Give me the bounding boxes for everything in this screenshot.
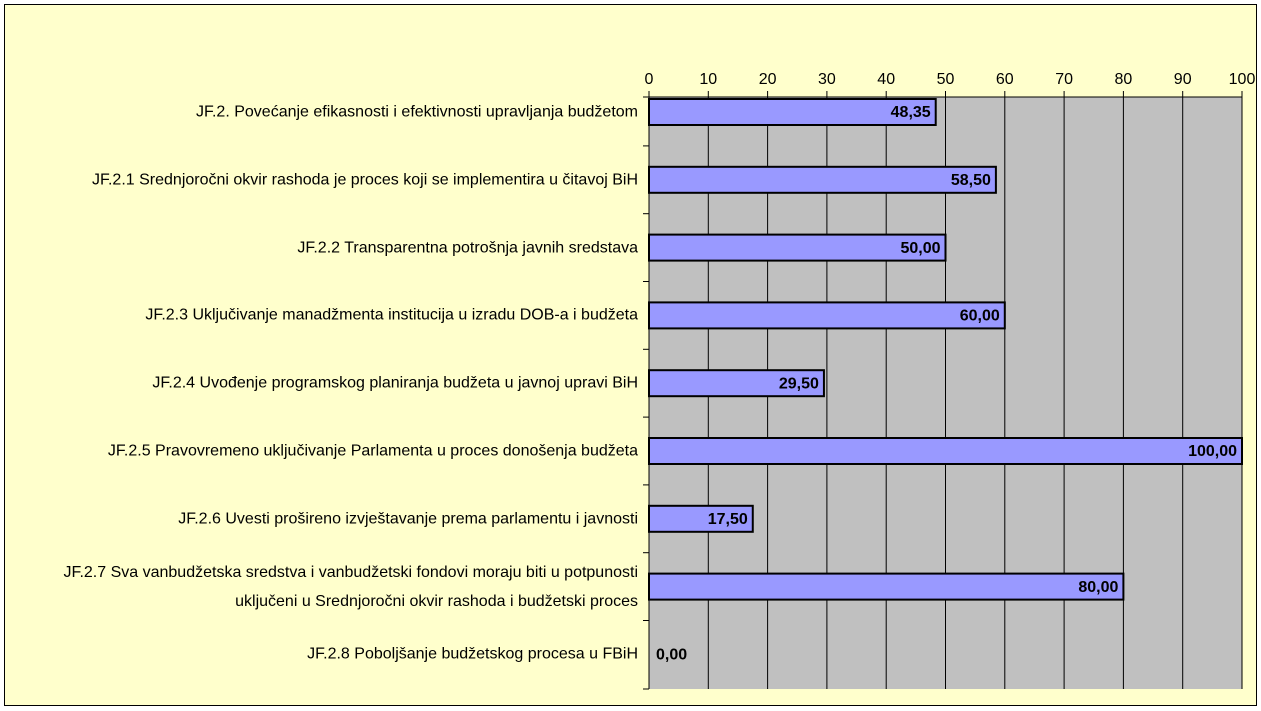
x-tick-label: 0 [645,71,654,88]
x-tick-label: 10 [699,71,717,88]
bar [648,98,937,126]
bar [648,369,825,398]
data-label: 60,00 [960,308,1000,325]
data-label: 80,00 [1078,579,1118,596]
data-label: 17,50 [708,511,748,528]
y-tick-label: JF.2.6 Uvesti prošireno izvještavanje pr… [178,510,638,528]
y-tick-label: JF.2.4 Uvođenje programskog planiranja b… [152,374,638,392]
y-tick-label: JF.2.1 Srednjoročni okvir rashoda je pro… [91,171,638,189]
bar [648,437,1243,465]
y-tick-label: JF.2.8 Poboljšanje budžetskog procesa u … [307,645,638,663]
x-tick-label: 50 [937,71,955,88]
x-tick-label: 60 [996,71,1014,88]
data-label: 58,50 [951,172,991,189]
x-tick-label: 70 [1055,71,1073,88]
bar [648,165,997,194]
x-tick-label: 90 [1174,71,1192,88]
y-tick-label: JF.2. Povećanje efikasnosti i efektivnos… [195,103,638,121]
data-label: 48,35 [891,104,931,121]
data-label: 100,00 [1188,443,1237,460]
bar [648,233,947,262]
y-tick-label: JF.2.3 Uključivanje manadžmenta instituc… [145,306,638,324]
y-tick-label: JF.2.5 Pravovremeno uključivanje Parlame… [107,442,638,460]
x-tick-label: 20 [759,71,777,88]
y-tick-label: JF.2.2 Transparentna potrošnja javnih sr… [297,239,638,257]
y-tick-label: JF.2.7 Sva vanbudžetska sredstva i vanbu… [63,563,638,610]
bar [648,504,754,533]
data-label: 50,00 [900,240,940,257]
bar [648,301,1006,330]
data-label: 29,50 [779,375,819,392]
bar [648,572,1125,601]
data-label: 0,00 [656,647,687,664]
x-tick-label: 80 [1115,71,1133,88]
x-tick-label: 30 [818,71,836,88]
x-tick-label: 40 [877,71,895,88]
x-tick-label: 100 [1229,71,1256,88]
